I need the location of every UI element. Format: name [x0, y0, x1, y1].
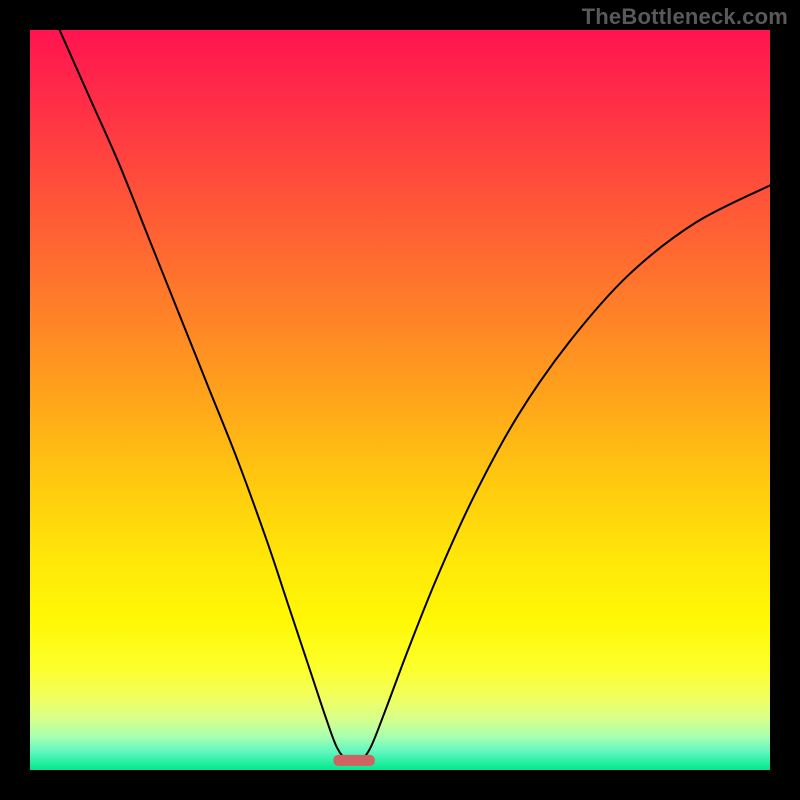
optimal-marker [333, 755, 374, 766]
chart-svg [30, 30, 770, 770]
chart-background [30, 30, 770, 770]
watermark-text: TheBottleneck.com [582, 4, 788, 30]
chart-container: TheBottleneck.com [0, 0, 800, 800]
plot-area [30, 30, 770, 770]
